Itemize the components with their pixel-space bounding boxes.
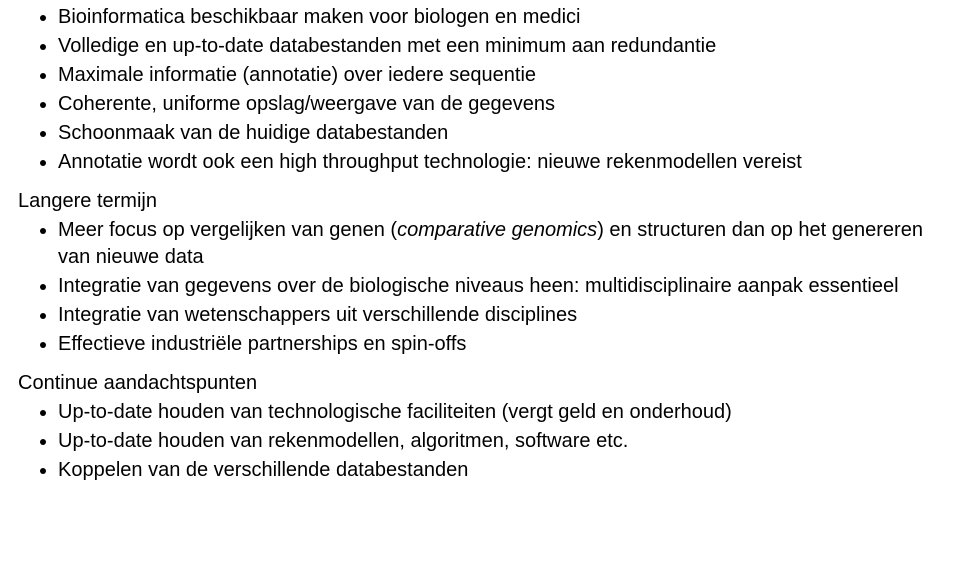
list-item: Integratie van gegevens over de biologis… [58,273,942,300]
list-item: Volledige en up-to-date databestanden me… [58,33,942,60]
section-heading: Continue aandachtspunten [18,370,942,397]
list-item: Integratie van wetenschappers uit versch… [58,302,942,329]
text-fragment: Meer focus op vergelijken van genen ( [58,219,397,241]
list-item: Up-to-date houden van technologische fac… [58,399,942,426]
list-item: Effectieve industriële partnerships en s… [58,331,942,358]
list-item: Meer focus op vergelijken van genen (com… [58,217,942,271]
bullet-list-1: Bioinformatica beschikbaar maken voor bi… [18,4,942,176]
list-item: Bioinformatica beschikbaar maken voor bi… [58,4,942,31]
section-heading: Langere termijn [18,188,942,215]
list-item: Up-to-date houden van rekenmodellen, alg… [58,428,942,455]
bullet-list-3: Up-to-date houden van technologische fac… [18,399,942,484]
list-item: Koppelen van de verschillende databestan… [58,457,942,484]
italic-text: comparative genomics [397,219,597,241]
list-item: Schoonmaak van de huidige databestanden [58,120,942,147]
list-item: Annotatie wordt ook een high throughput … [58,149,942,176]
bullet-list-2: Meer focus op vergelijken van genen (com… [18,217,942,358]
list-item: Maximale informatie (annotatie) over ied… [58,62,942,89]
document-page: Bioinformatica beschikbaar maken voor bi… [0,0,960,484]
list-item: Coherente, uniforme opslag/weergave van … [58,91,942,118]
